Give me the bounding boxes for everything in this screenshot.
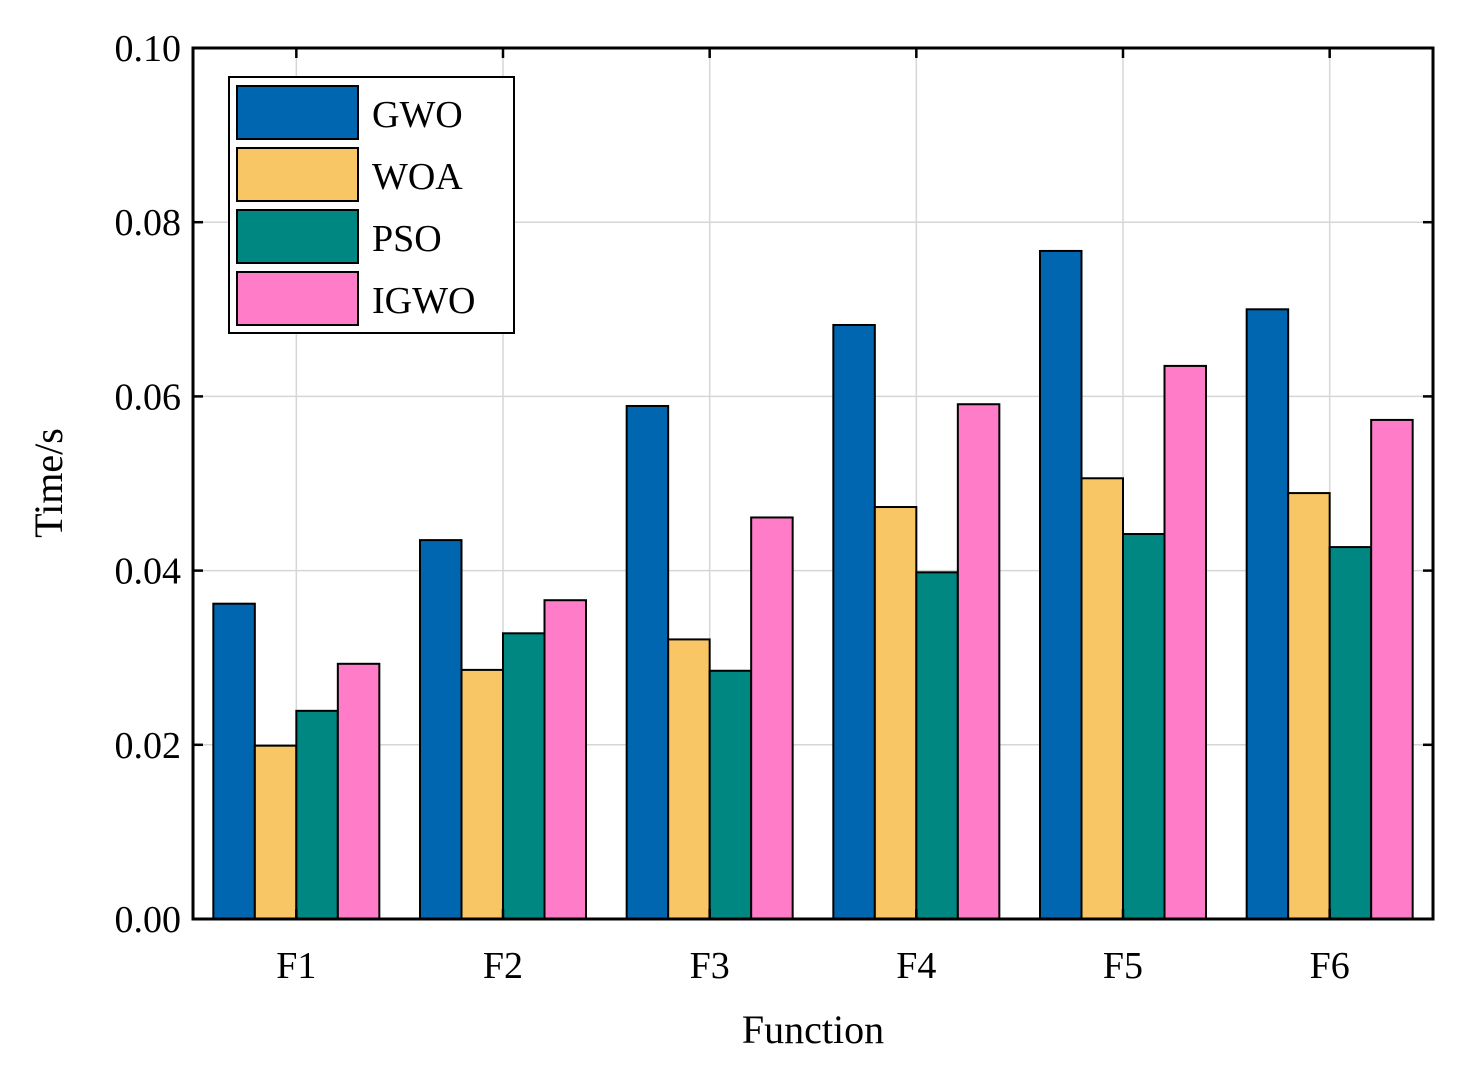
- y-tick-label: 0.04: [115, 551, 182, 593]
- x-tick-label: F6: [1310, 945, 1350, 987]
- x-tick-label: F2: [483, 945, 523, 987]
- y-tick-label: 0.10: [115, 28, 182, 70]
- bar-gwo-f2: [419, 539, 463, 920]
- y-axis-title: Time/s: [26, 428, 71, 538]
- bar-woa-f2: [460, 668, 504, 920]
- bar-igwo-f3: [750, 516, 794, 920]
- y-tick-label: 0.08: [115, 202, 182, 244]
- legend-label-pso: PSO: [372, 218, 442, 260]
- bar-woa-f3: [667, 638, 711, 920]
- y-tick-label: 0.06: [115, 376, 182, 418]
- bar-pso-f6: [1328, 546, 1373, 920]
- bar-pso-f1: [295, 709, 339, 920]
- x-axis-title: Function: [742, 1007, 884, 1052]
- legend-swatch-pso: [236, 209, 359, 264]
- bar-woa-f1: [253, 744, 298, 921]
- axis-ticks: [193, 46, 1433, 921]
- legend: GWO WOA PSO IGWO: [228, 76, 515, 334]
- x-tick-label: F3: [690, 945, 730, 987]
- bar-gwo-f4: [832, 323, 876, 920]
- bar-pso-f5: [1122, 533, 1166, 920]
- legend-label-gwo: GWO: [372, 94, 463, 136]
- y-tick-label: 0.00: [115, 899, 182, 941]
- bar-pso-f4: [915, 571, 959, 920]
- x-tick-labels: F1 F2 F3 F4 F5 F6: [276, 945, 1349, 987]
- bar-woa-f4: [873, 506, 918, 920]
- bar-igwo-f4: [956, 403, 1001, 920]
- x-tick-label: F4: [896, 945, 936, 987]
- legend-swatch-gwo: [236, 85, 359, 140]
- bar-woa-f5: [1080, 477, 1124, 920]
- x-tick-label: F5: [1103, 945, 1143, 987]
- bar-pso-f3: [708, 669, 753, 921]
- bar-igwo-f6: [1370, 418, 1414, 920]
- y-tick-labels: 0.00 0.02 0.04 0.06 0.08 0.10: [115, 28, 182, 941]
- bar-gwo-f6: [1245, 308, 1290, 920]
- bar-gwo-f5: [1039, 249, 1083, 920]
- legend-swatch-woa: [236, 147, 359, 202]
- bar-woa-f6: [1287, 492, 1331, 920]
- bar-gwo-f1: [212, 602, 256, 920]
- legend-label-igwo: IGWO: [372, 280, 475, 322]
- x-tick-label: F1: [276, 945, 316, 987]
- bar-igwo-f2: [543, 599, 587, 920]
- bar-gwo-f3: [625, 404, 670, 920]
- bars: [212, 249, 1414, 921]
- plot-frame: [191, 46, 1435, 921]
- bar-pso-f2: [502, 632, 546, 920]
- bar-igwo-f1: [336, 662, 381, 920]
- bar-igwo-f5: [1163, 364, 1207, 921]
- legend-label-woa: WOA: [372, 156, 463, 198]
- y-tick-label: 0.02: [115, 725, 182, 767]
- legend-swatch-igwo: [236, 271, 359, 326]
